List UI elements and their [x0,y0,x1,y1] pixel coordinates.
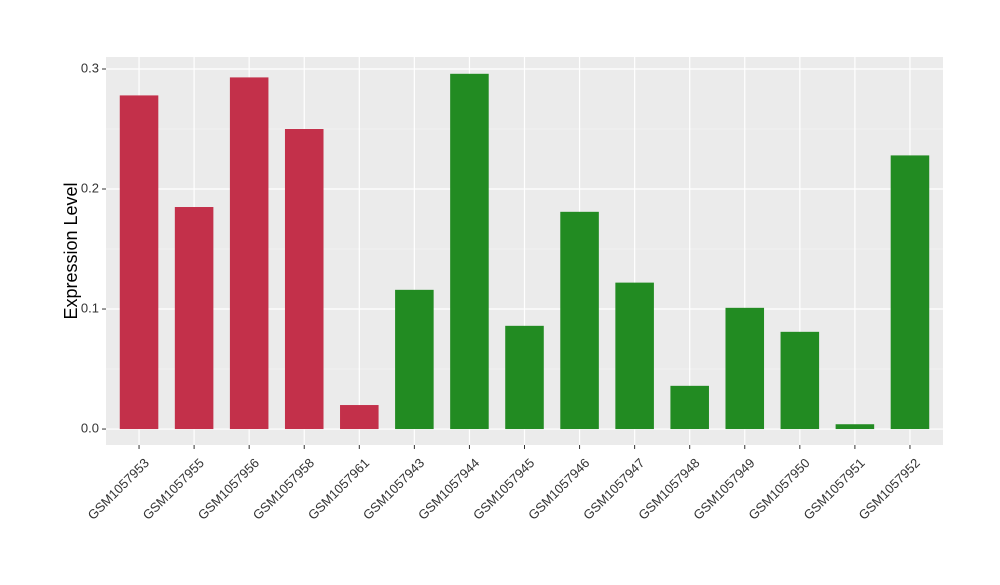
y-tick-label: 0.1 [81,300,99,315]
bar [780,331,820,430]
bar [229,77,269,430]
y-tick-label: 0.2 [81,180,99,195]
bar [835,424,875,430]
y-axis-title: Expression Level [61,182,81,319]
bar [725,307,765,430]
bar [450,73,489,430]
bar [560,211,599,430]
bar [890,155,930,430]
bar [670,385,709,430]
bar [119,95,159,430]
bar [505,325,544,430]
bar [174,207,214,430]
bar [284,129,324,430]
bar [615,282,654,430]
y-tick-label: 0.3 [81,60,99,75]
bar [340,405,379,430]
y-tick-label: 0.0 [81,420,99,435]
bar [395,289,434,430]
